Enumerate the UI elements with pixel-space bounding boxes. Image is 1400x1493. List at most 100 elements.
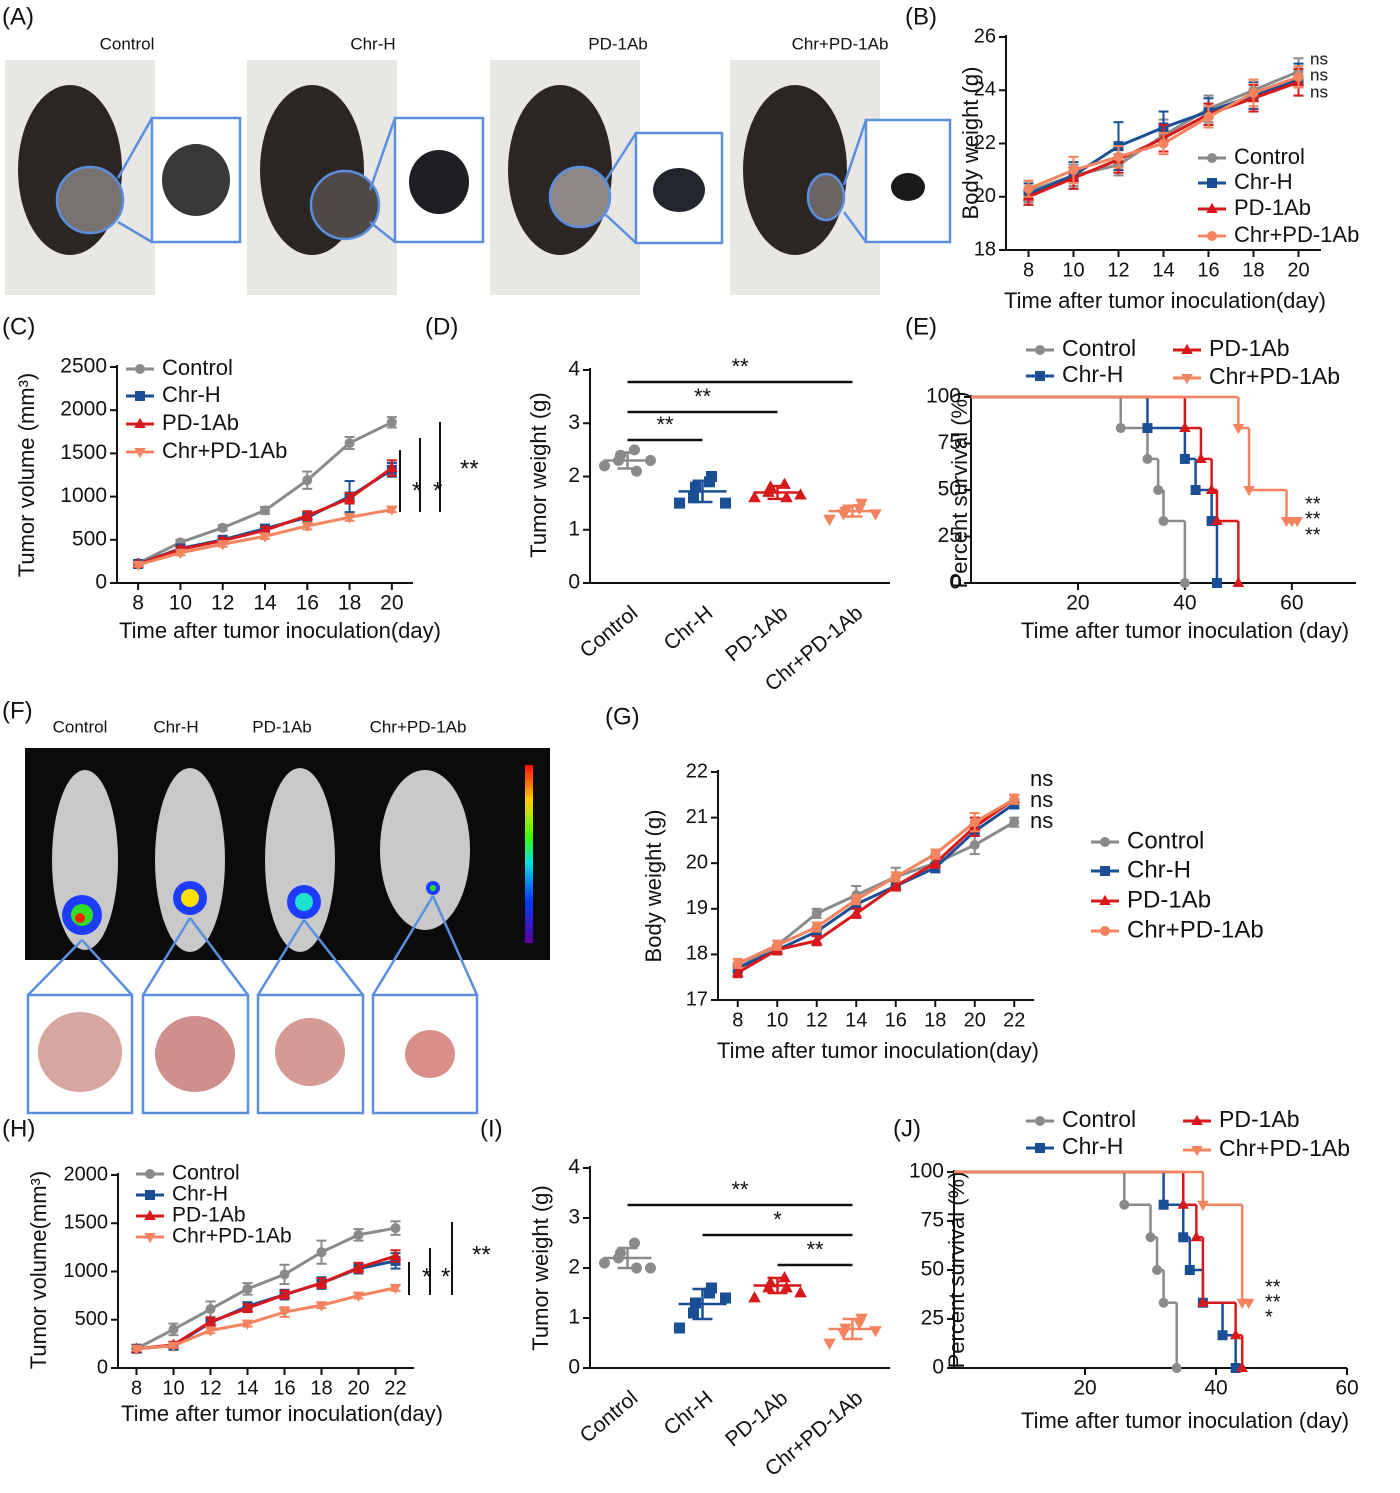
legend-label: Chr+PD-1Ab <box>172 1225 292 1248</box>
x-tick-label: 14 <box>1152 259 1174 281</box>
data-point <box>315 1276 328 1288</box>
x-tick-label: 40 <box>1204 1377 1227 1400</box>
y-tick-label: 18 <box>686 943 708 965</box>
legend-label: Chr+PD-1Ab <box>1219 1135 1350 1161</box>
event-marker <box>1211 578 1222 588</box>
data-point <box>780 1281 793 1293</box>
data-point <box>205 1304 216 1315</box>
data-point <box>688 1307 699 1319</box>
panel-label: (B) <box>905 3 937 30</box>
legend-label: PD-1Ab <box>1209 335 1290 361</box>
data-point <box>259 532 271 543</box>
x-axis-label: Time after tumor inoculation (day) <box>1021 618 1349 643</box>
legend-marker <box>134 417 146 428</box>
event-marker <box>1158 516 1169 527</box>
data-point <box>1158 138 1169 149</box>
y-tick-label: 20 <box>974 185 996 207</box>
photo-label: Chr-H <box>153 717 198 736</box>
photo-panel-a: (A) Control Chr-H PD-1Ab Chr+PD-1Ab <box>2 3 952 295</box>
data-point <box>811 908 822 919</box>
legend-marker <box>1100 866 1110 876</box>
data-point <box>242 1283 253 1294</box>
panel-label: (F) <box>2 697 33 724</box>
data-point <box>748 490 761 503</box>
legend-label: Chr-H <box>1127 856 1191 883</box>
x-tick-label: 12 <box>211 592 234 615</box>
significance-label: ns <box>1310 82 1328 101</box>
data-point <box>706 471 717 482</box>
significance-label: * <box>441 1263 450 1290</box>
photo-label: Chr+PD-1Ab <box>792 34 889 53</box>
y-tick-label: 22 <box>686 760 708 782</box>
y-tick-label: 25 <box>921 1307 944 1330</box>
data-point <box>132 560 144 572</box>
series-line <box>737 798 1016 974</box>
legend-label: Chr+PD-1Ab <box>1127 916 1264 943</box>
event-marker <box>1243 486 1255 497</box>
category-label: Control <box>576 601 643 662</box>
legend-marker <box>144 1209 156 1220</box>
significance-label: ** <box>460 455 479 482</box>
y-tick-label: 4 <box>568 1156 580 1179</box>
significance-label: ns <box>1030 766 1053 791</box>
y-tick-label: 4 <box>568 358 580 381</box>
y-tick-label: 1 <box>568 1306 580 1329</box>
y-axis-label: Percent survival (%) <box>947 392 972 589</box>
x-tick-label: 60 <box>1280 592 1303 615</box>
series-line <box>136 1254 396 1351</box>
event-marker <box>1142 453 1153 464</box>
photo-label: Control <box>100 34 155 53</box>
x-tick-label: 16 <box>885 1009 907 1031</box>
data-point <box>674 497 685 509</box>
significance-label: ** <box>1305 493 1321 515</box>
data-point <box>855 498 868 510</box>
data-point <box>316 1247 327 1258</box>
category-label: PD-1Ab <box>721 601 792 666</box>
y-tick-label: 75 <box>921 1209 944 1232</box>
y-tick-label: 0 <box>568 1356 580 1379</box>
legend-label: PD-1Ab <box>162 410 239 435</box>
significance-label: ** <box>472 1241 491 1268</box>
legend-marker <box>135 364 145 374</box>
panel-label: (G) <box>605 703 640 730</box>
y-tick-label: 0 <box>95 571 107 594</box>
data-point <box>279 1269 290 1280</box>
legend-marker <box>1099 894 1111 905</box>
category-label: Chr-H <box>660 1386 718 1440</box>
data-point <box>168 1324 179 1335</box>
data-point <box>811 934 823 945</box>
event-marker <box>1232 576 1245 587</box>
legend-marker <box>1035 345 1045 355</box>
event-marker <box>1115 423 1126 434</box>
x-tick-label: 10 <box>1062 259 1084 281</box>
y-tick-label: 50 <box>921 1258 944 1281</box>
y-tick-label: 3 <box>568 411 580 434</box>
y-tick-label: 17 <box>686 988 708 1010</box>
x-tick-label: 10 <box>162 1377 184 1399</box>
legend-label: Chr-H <box>162 382 221 407</box>
series-line <box>737 820 1015 970</box>
y-tick-label: 19 <box>686 897 708 919</box>
panel-label: (H) <box>2 1115 35 1142</box>
data-point <box>389 1283 402 1295</box>
x-tick-label: 20 <box>347 1377 369 1399</box>
data-point <box>344 438 355 449</box>
data-point <box>278 1288 291 1299</box>
event-marker <box>1211 514 1223 526</box>
y-tick-label: 2000 <box>64 1163 109 1185</box>
data-point <box>1248 87 1259 98</box>
legend-label: Control <box>1062 1106 1136 1132</box>
category-label: Chr-H <box>660 601 718 655</box>
legend-marker <box>144 1233 156 1244</box>
data-point <box>389 1249 402 1261</box>
x-tick-label: 20 <box>1066 592 1089 615</box>
data-point <box>969 839 980 850</box>
event-marker <box>1158 1297 1169 1308</box>
x-tick-label: 16 <box>296 592 319 615</box>
x-tick-label: 8 <box>131 1377 142 1399</box>
data-point <box>353 1229 364 1240</box>
data-point <box>748 1291 761 1303</box>
y-axis-label: Percent survival (%) <box>944 1172 969 1369</box>
y-tick-label: 21 <box>686 806 708 828</box>
